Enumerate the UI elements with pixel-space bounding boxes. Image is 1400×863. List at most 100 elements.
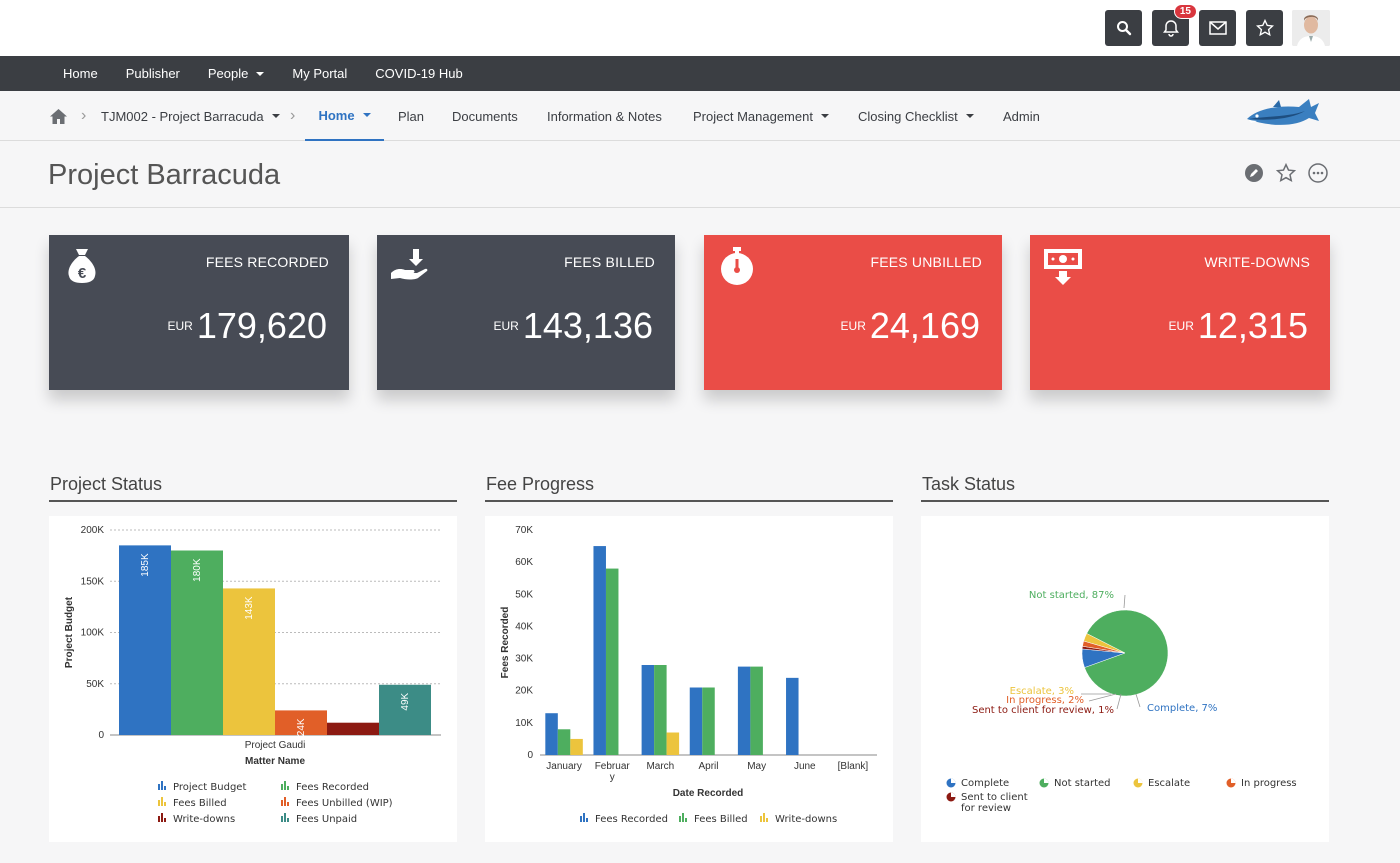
mail-button[interactable] bbox=[1199, 10, 1236, 46]
edit-button[interactable] bbox=[1244, 163, 1264, 188]
y-tick-label: 30K bbox=[515, 654, 533, 665]
kpi-write-downs[interactable]: WRITE-DOWNS EUR 12,315 bbox=[1030, 235, 1330, 390]
star-icon bbox=[1275, 162, 1297, 183]
legend-icon bbox=[284, 813, 286, 822]
kpi-fees-unbilled[interactable]: FEES UNBILLED EUR 24,169 bbox=[704, 235, 1002, 390]
kpi-value: 143,136 bbox=[522, 305, 653, 346]
house-icon bbox=[50, 108, 67, 124]
tab-closing-checklist-label: Closing Checklist bbox=[858, 108, 958, 124]
bar-fees-unbilled-wip- bbox=[275, 710, 327, 735]
legend-icon bbox=[679, 816, 681, 822]
task-status-panel: Not started, 87% Complete, 7% Escalate, 3%… bbox=[921, 516, 1329, 842]
legend-icon bbox=[951, 778, 956, 783]
bar-write-downs bbox=[327, 722, 379, 735]
avatar[interactable] bbox=[1292, 10, 1330, 46]
legend-label: for review bbox=[961, 803, 1011, 814]
stopwatch-icon bbox=[716, 245, 758, 292]
bar-fees-recorded bbox=[593, 546, 606, 755]
favorite-button[interactable] bbox=[1275, 162, 1297, 188]
pencil-icon bbox=[1245, 164, 1263, 182]
pie-data-label: Sent to client for review, 1% bbox=[972, 705, 1114, 716]
section-project-status: Project Status bbox=[49, 474, 457, 502]
mail-icon bbox=[1208, 21, 1227, 35]
fee-progress-panel: 0 10K 20K 30K 40K 50K 60K 70K Fees Recorded Janua… bbox=[485, 516, 893, 842]
pie-data-label: Complete, 7% bbox=[1147, 703, 1217, 714]
tab-documents[interactable]: Documents bbox=[452, 108, 518, 124]
hand-receive-icon bbox=[389, 245, 431, 292]
bar-fees-recorded bbox=[737, 666, 751, 755]
tab-information-notes[interactable]: Information & Notes bbox=[547, 108, 662, 124]
kpi-fees-recorded[interactable]: € FEES RECORDED EUR 179,620 bbox=[49, 235, 349, 390]
legend-icon bbox=[161, 781, 163, 790]
nav-home[interactable]: Home bbox=[63, 66, 98, 81]
legend-label: Fees Billed bbox=[694, 814, 748, 825]
legend-icon bbox=[164, 786, 166, 790]
legend-label: In progress bbox=[1241, 778, 1297, 789]
pie-data-label: Not started, 87% bbox=[1029, 590, 1114, 601]
legend-icon bbox=[580, 816, 582, 822]
bell-icon bbox=[1162, 20, 1179, 37]
legend-icon bbox=[158, 784, 160, 790]
nav-covid-hub[interactable]: COVID-19 Hub bbox=[375, 66, 463, 81]
data-label: 180K bbox=[192, 558, 203, 582]
page-title: Project Barracuda bbox=[48, 159, 281, 191]
bar-fees-billed bbox=[605, 568, 619, 755]
tab-project-management[interactable]: Project Management bbox=[693, 91, 829, 141]
search-button[interactable] bbox=[1105, 10, 1142, 46]
tab-closing-checklist[interactable]: Closing Checklist bbox=[858, 91, 974, 141]
x-tick-label: March bbox=[646, 761, 674, 772]
notifications-button[interactable]: 15 bbox=[1152, 4, 1197, 46]
nav-publisher[interactable]: Publisher bbox=[125, 66, 180, 81]
bar-write-downs bbox=[570, 738, 583, 755]
legend-label: Fees Unbilled (WIP) bbox=[296, 798, 393, 809]
legend-icon bbox=[281, 816, 283, 822]
kpi-fees-billed[interactable]: FEES BILLED EUR 143,136 bbox=[377, 235, 675, 390]
kpi-currency: EUR bbox=[493, 319, 519, 333]
chevron-down-icon bbox=[271, 114, 280, 118]
y-tick-label: 50K bbox=[86, 679, 104, 690]
nav-people[interactable]: People bbox=[208, 66, 265, 81]
x-axis-label: Date Recorded bbox=[673, 788, 744, 799]
kpi-currency: EUR bbox=[1168, 319, 1194, 333]
favorites-button[interactable] bbox=[1246, 10, 1283, 46]
y-tick-label: 50K bbox=[515, 589, 533, 600]
money-bag-icon: € bbox=[61, 245, 103, 292]
tab-home[interactable]: Home bbox=[305, 91, 384, 141]
fee-progress-chart: 0 10K 20K 30K 40K 50K 60K 70K Fees Recorded Janua… bbox=[500, 525, 877, 825]
more-options-button[interactable] bbox=[1308, 163, 1328, 188]
x-tick-label: April bbox=[698, 761, 718, 772]
project-selector[interactable]: TJM002 - Project Barracuda bbox=[101, 91, 280, 141]
legend-icon bbox=[281, 800, 283, 806]
svg-text:€: € bbox=[78, 265, 87, 282]
bar-fees-billed bbox=[654, 665, 667, 755]
notification-badge: 15 bbox=[1173, 4, 1197, 19]
tab-project-management-label: Project Management bbox=[693, 108, 813, 124]
legend-icon bbox=[1138, 778, 1143, 783]
kpi-value: 12,315 bbox=[1197, 305, 1308, 346]
x-axis-label: Matter Name bbox=[245, 756, 305, 767]
legend-icon bbox=[161, 813, 163, 822]
legend-icon bbox=[287, 818, 289, 822]
nav-my-portal[interactable]: My Portal bbox=[292, 66, 348, 81]
chevron-down-icon bbox=[820, 114, 829, 118]
chevron-right-icon: › bbox=[290, 107, 296, 124]
y-tick-label: 0 bbox=[98, 730, 104, 741]
legend-icon bbox=[951, 792, 956, 797]
kpi-currency: EUR bbox=[840, 319, 866, 333]
kpi-title: WRITE-DOWNS bbox=[1204, 254, 1310, 270]
cash-down-icon bbox=[1042, 245, 1084, 292]
ellipsis-icon bbox=[1308, 163, 1328, 183]
pie-leader-line bbox=[1123, 594, 1126, 609]
bar-fees-billed bbox=[557, 729, 571, 755]
tab-admin[interactable]: Admin bbox=[1003, 108, 1040, 124]
tab-plan[interactable]: Plan bbox=[398, 108, 425, 124]
legend-icon bbox=[1044, 778, 1049, 783]
project-status-panel: 0 50K 100K 150K 200K Project Budget 185K 180K 14… bbox=[49, 516, 457, 842]
y-tick-label: 60K bbox=[515, 557, 533, 568]
section-task-status: Task Status bbox=[921, 474, 1329, 502]
home-breadcrumb[interactable] bbox=[50, 91, 67, 141]
data-label: 143K bbox=[244, 596, 255, 620]
kpi-value: 179,620 bbox=[196, 305, 327, 346]
bar-fees-recorded bbox=[641, 665, 655, 755]
legend-icon bbox=[763, 813, 765, 822]
